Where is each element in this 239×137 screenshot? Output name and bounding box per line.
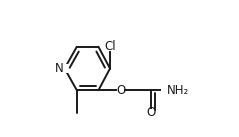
FancyBboxPatch shape [117,86,124,94]
FancyBboxPatch shape [148,109,155,116]
FancyBboxPatch shape [106,43,114,51]
FancyBboxPatch shape [61,64,68,73]
Text: N: N [55,62,64,75]
Text: O: O [116,84,125,97]
Text: Cl: Cl [104,40,116,53]
Text: NH₂: NH₂ [167,84,189,97]
FancyBboxPatch shape [161,86,172,94]
Text: O: O [147,106,156,119]
